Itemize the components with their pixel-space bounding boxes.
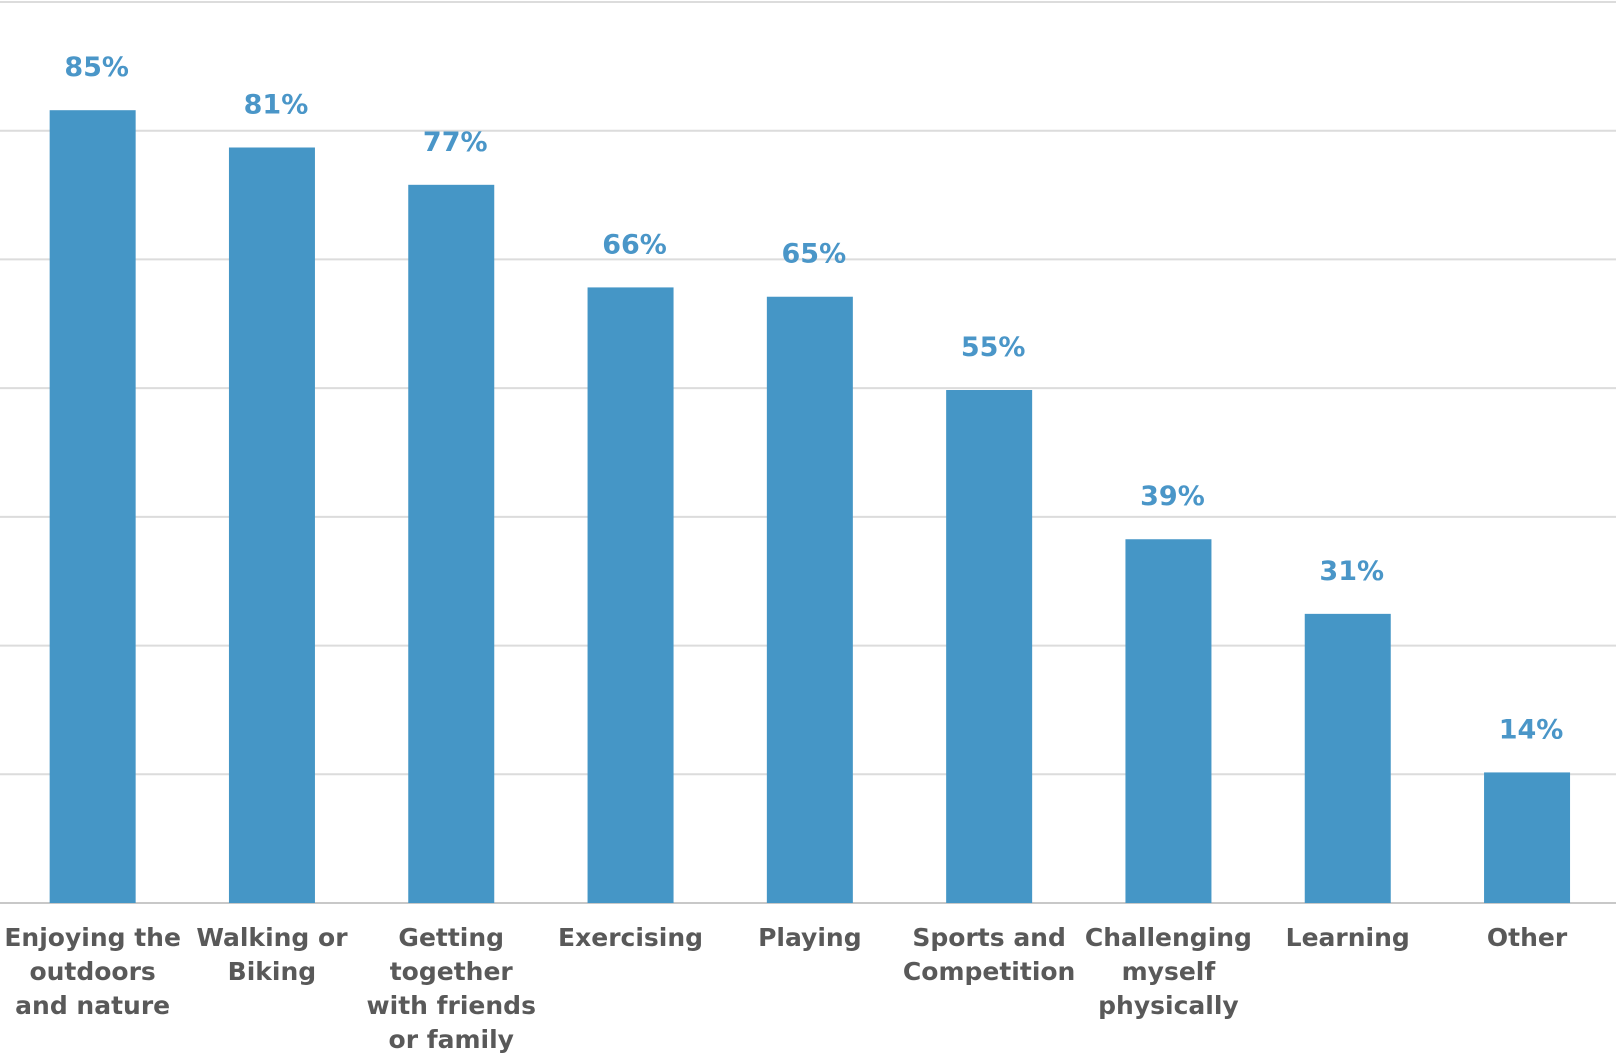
bar (946, 390, 1033, 903)
value-label: 31% (1319, 556, 1384, 587)
bar (587, 287, 674, 904)
value-label: 55% (961, 332, 1026, 363)
bar (1125, 539, 1212, 903)
x-tick-label: Learning (1285, 923, 1410, 952)
x-tick-label: Exercising (558, 923, 704, 952)
x-tick-label: Playing (758, 923, 862, 952)
x-tick-label: Sports and Competition (902, 923, 1076, 986)
bar (766, 296, 853, 903)
bar (1304, 613, 1391, 903)
bar (408, 184, 495, 904)
x-tick-label: Enjoying the outdoors and nature (4, 923, 181, 1020)
bar (49, 110, 136, 903)
bar (228, 147, 315, 903)
value-label: 77% (423, 127, 488, 158)
value-label: 81% (244, 90, 309, 121)
x-tick-label: Challenging myself physically (1084, 923, 1252, 1020)
value-label: 14% (1499, 714, 1564, 745)
value-label: 66% (602, 229, 667, 260)
value-label: 39% (1140, 481, 1205, 512)
value-label: 65% (782, 239, 847, 270)
bar (1484, 772, 1571, 903)
x-tick-label: Getting together with friends or family (366, 923, 536, 1054)
value-label: 85% (64, 52, 129, 83)
x-tick-label: Other (1486, 923, 1568, 952)
x-tick-label: Walking or Biking (196, 923, 348, 986)
